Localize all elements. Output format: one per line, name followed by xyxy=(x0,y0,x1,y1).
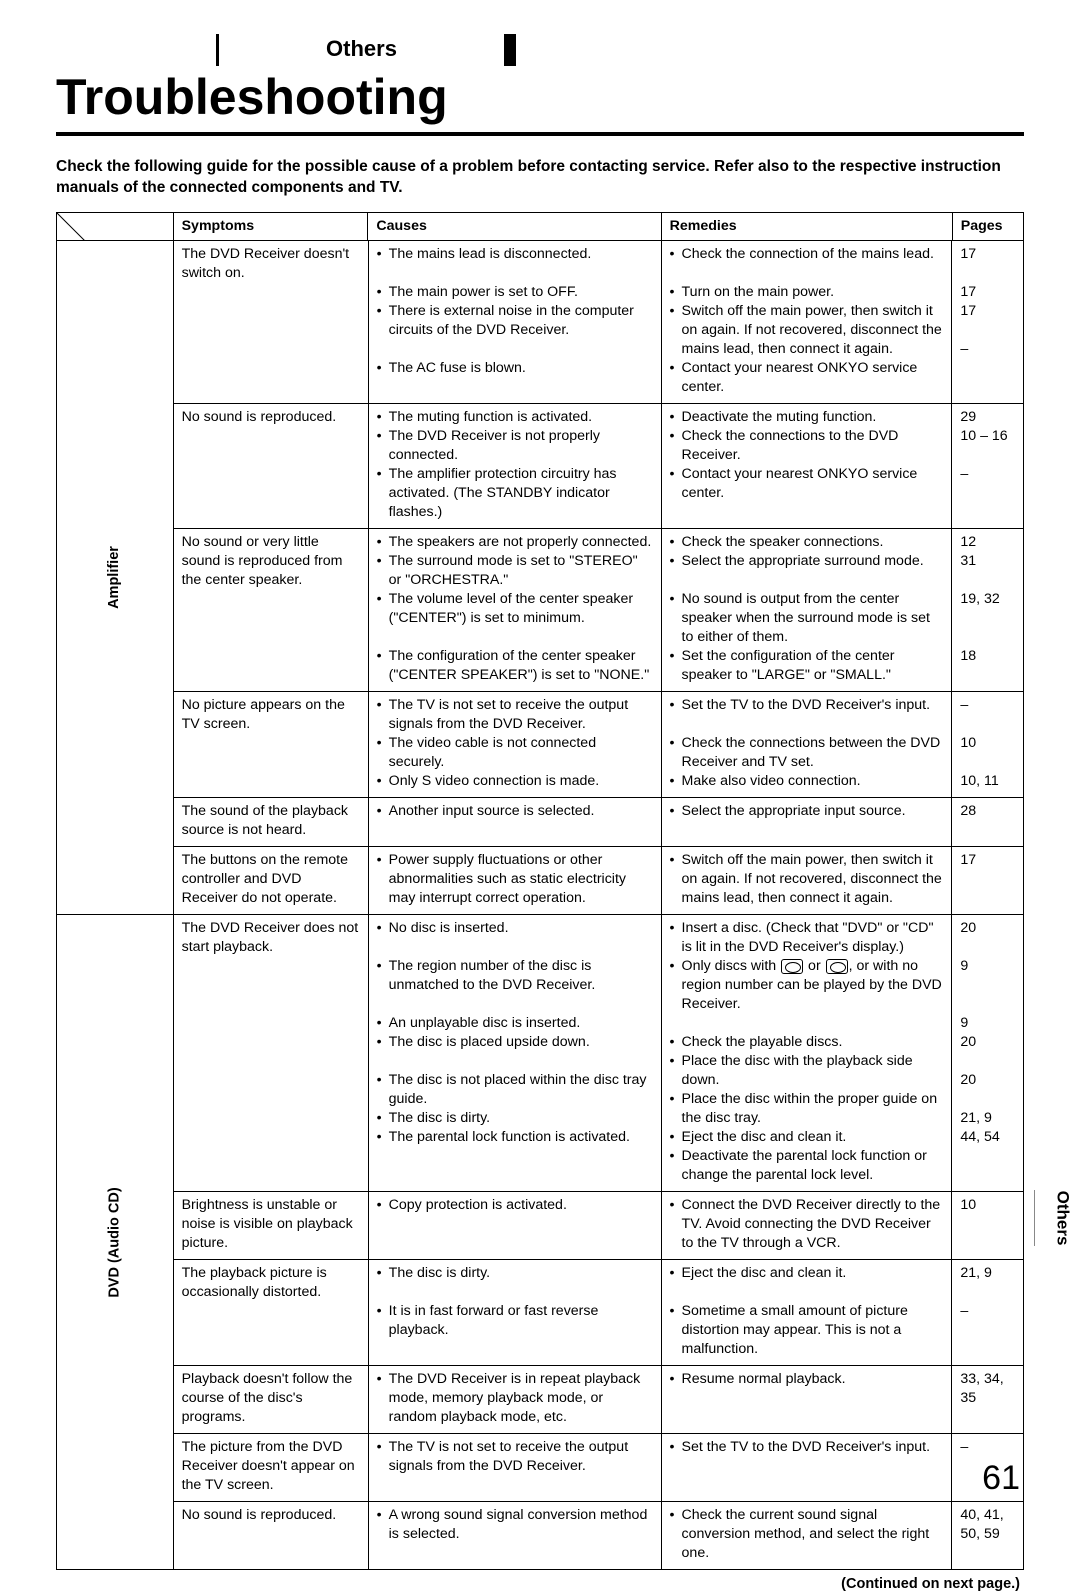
header-diagonal-cell xyxy=(57,213,174,241)
header-pages: Pages xyxy=(952,213,1023,241)
title-rule xyxy=(56,132,1024,136)
pages-cell: 20 9 920 20 21, 944, 54 xyxy=(952,915,1023,1192)
pages-cell: – 10 10, 11 xyxy=(952,692,1023,798)
header-symptoms: Symptoms xyxy=(173,213,368,241)
symptom-cell: The DVD Receiver does not start playback… xyxy=(174,915,369,1192)
troubleshooting-table: Symptoms Causes Remedies Pages Amplifier… xyxy=(56,212,1024,1570)
table-row: No sound is reproduced.A wrong sound sig… xyxy=(174,1502,1023,1570)
remedy-cell: Connect the DVD Receiver directly to the… xyxy=(661,1192,952,1260)
symptom-cell: The playback picture is occasionally dis… xyxy=(174,1260,369,1366)
pages-cell: 28 xyxy=(952,798,1023,847)
remedy-cell: Resume normal playback. xyxy=(661,1366,952,1434)
symptom-cell: No picture appears on the TV screen. xyxy=(174,692,369,798)
pages-cell: 10 xyxy=(952,1192,1023,1260)
cause-cell: The speakers are not properly connected.… xyxy=(368,529,661,692)
pages-cell: 33, 34, 35 xyxy=(952,1366,1023,1434)
cause-cell: The DVD Receiver is in repeat playback m… xyxy=(368,1366,661,1434)
table-row: The sound of the playback source is not … xyxy=(174,798,1023,847)
symptom-cell: No sound is reproduced. xyxy=(174,404,369,529)
cause-cell: Copy protection is activated. xyxy=(368,1192,661,1260)
cause-cell: The disc is dirty. It is in fast forward… xyxy=(368,1260,661,1366)
table-row: The buttons on the remote controller and… xyxy=(174,847,1023,915)
page-title: Troubleshooting xyxy=(56,68,1024,126)
page-number: 61 xyxy=(982,1459,1020,1498)
symptom-cell: Brightness is unstable or noise is visib… xyxy=(174,1192,369,1260)
category-body: The DVD Receiver doesn't switch on.The m… xyxy=(173,241,1023,915)
table-row: The picture from the DVD Receiver doesn'… xyxy=(174,1434,1023,1502)
cause-cell: Another input source is selected. xyxy=(368,798,661,847)
category-label: Amplifier xyxy=(105,546,124,609)
cause-cell: Power supply fluctuations or other abnor… xyxy=(368,847,661,915)
symptom-cell: The picture from the DVD Receiver doesn'… xyxy=(174,1434,369,1502)
symptom-cell: The buttons on the remote controller and… xyxy=(174,847,369,915)
region-all-icon xyxy=(826,959,848,974)
header-causes: Causes xyxy=(368,213,661,241)
table-row: No sound is reproduced.The muting functi… xyxy=(174,404,1023,529)
remedy-cell: Select the appropriate input source. xyxy=(661,798,952,847)
symptom-cell: Playback doesn't follow the course of th… xyxy=(174,1366,369,1434)
remedy-cell: Check the current sound signal conversio… xyxy=(661,1502,952,1570)
table-row: The playback picture is occasionally dis… xyxy=(174,1260,1023,1366)
region-icon xyxy=(781,959,803,974)
symptom-cell: The sound of the playback source is not … xyxy=(174,798,369,847)
pages-cell: 2910 – 16 – xyxy=(952,404,1023,529)
table-row: The DVD Receiver does not start playback… xyxy=(174,915,1023,1192)
pages-cell: 1231 19, 32 18 xyxy=(952,529,1023,692)
remedy-cell: Eject the disc and clean it. Sometime a … xyxy=(661,1260,952,1366)
lead-paragraph: Check the following guide for the possib… xyxy=(56,156,1024,198)
header-remedies: Remedies xyxy=(661,213,952,241)
pages-cell: 17 1717 – xyxy=(952,241,1023,404)
remedy-cell: Check the speaker connections.Select the… xyxy=(661,529,952,692)
category-body: The DVD Receiver does not start playback… xyxy=(173,915,1023,1570)
remedy-cell: Set the TV to the DVD Receiver's input. … xyxy=(661,692,952,798)
table-row: Playback doesn't follow the course of th… xyxy=(174,1366,1023,1434)
cause-cell: The muting function is activated.The DVD… xyxy=(368,404,661,529)
cause-cell: A wrong sound signal conversion method i… xyxy=(368,1502,661,1570)
chapter-tab: Others xyxy=(216,34,516,66)
remedy-cell: Insert a disc. (Check that "DVD" or "CD"… xyxy=(661,915,952,1192)
category-label: DVD (Audio CD) xyxy=(105,1187,124,1297)
remedy-cell: Switch off the main power, then switch i… xyxy=(661,847,952,915)
category-cell: DVD (Audio CD) xyxy=(57,915,174,1570)
pages-cell: 40, 41,50, 59 xyxy=(952,1502,1023,1570)
cause-cell: No disc is inserted. The region number o… xyxy=(368,915,661,1192)
side-tab: Others xyxy=(1034,1190,1080,1246)
remedy-cell: Set the TV to the DVD Receiver's input. xyxy=(661,1434,952,1502)
table-row: Brightness is unstable or noise is visib… xyxy=(174,1192,1023,1260)
symptom-cell: No sound or very little sound is reprodu… xyxy=(174,529,369,692)
cause-cell: The TV is not set to receive the output … xyxy=(368,692,661,798)
pages-cell: 17 xyxy=(952,847,1023,915)
pages-cell: 21, 9 – xyxy=(952,1260,1023,1366)
category-cell: Amplifier xyxy=(57,241,174,915)
page: Others Troubleshooting Check the followi… xyxy=(0,0,1080,1528)
continued-note: (Continued on next page.) xyxy=(56,1576,1020,1592)
side-tab-label: Others xyxy=(1052,1191,1072,1246)
table-row: The DVD Receiver doesn't switch on.The m… xyxy=(174,241,1023,404)
remedy-cell: Check the connection of the mains lead. … xyxy=(661,241,952,404)
table-row: No picture appears on the TV screen.The … xyxy=(174,692,1023,798)
table-row: No sound or very little sound is reprodu… xyxy=(174,529,1023,692)
remedy-cell: Deactivate the muting function.Check the… xyxy=(661,404,952,529)
cause-cell: The mains lead is disconnected. The main… xyxy=(368,241,661,404)
symptom-cell: No sound is reproduced. xyxy=(174,1502,369,1570)
cause-cell: The TV is not set to receive the output … xyxy=(368,1434,661,1502)
symptom-cell: The DVD Receiver doesn't switch on. xyxy=(174,241,369,404)
